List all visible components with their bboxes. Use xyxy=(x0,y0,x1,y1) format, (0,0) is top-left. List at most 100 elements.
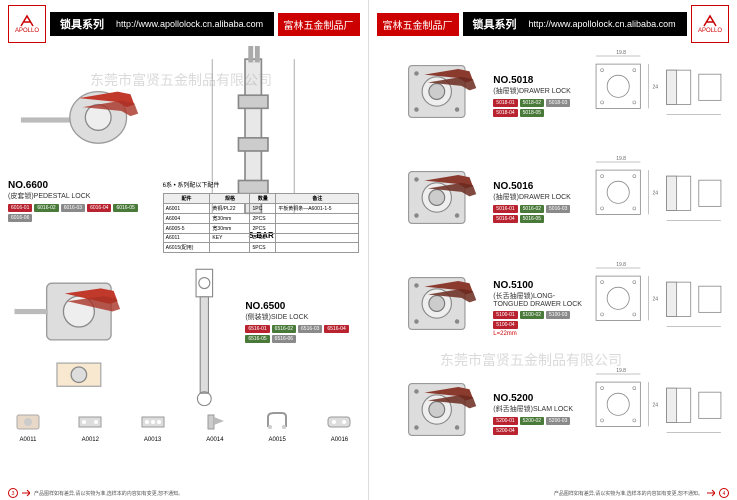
table-cell xyxy=(276,224,359,234)
tech-drawing: 19.8 24 xyxy=(588,260,729,356)
color-chips: 5100-015100-025100-035100-04 xyxy=(493,311,584,329)
accessory-code: A0014 xyxy=(195,437,235,443)
color-chip: 6016-04 xyxy=(87,204,111,212)
header-url: http://www.apollolock.cn.alibaba.com xyxy=(529,19,676,29)
brand-logo: APOLLO xyxy=(691,5,729,43)
product-row: NO.5016 (抽屉锁)DRAWER LOCK 5016-015016-025… xyxy=(377,152,730,252)
logo-text: APOLLO xyxy=(15,28,39,34)
color-chip: 5100-04 xyxy=(493,321,517,329)
svg-text:19.8: 19.8 xyxy=(616,50,626,56)
table-cell: 平板黄铜条—A6001-1-5 xyxy=(276,204,359,214)
table-cell: 2PCS xyxy=(250,224,276,234)
color-chips: 5016-015016-025016-035016-045016-05 xyxy=(493,205,584,223)
product-type: (侧装锁)SIDE LOCK xyxy=(245,312,359,322)
accessory-code: A0015 xyxy=(257,437,297,443)
tech-drawing: 19.8 24 xyxy=(588,48,729,144)
color-chips: 5018-015018-025018-035018-045018-05 xyxy=(493,99,584,117)
accessory-code: A0011 xyxy=(8,437,48,443)
color-chip: 5200-01 xyxy=(493,417,517,425)
table-cell xyxy=(276,243,359,253)
table-cell: A6011 xyxy=(163,234,210,243)
svg-text:24: 24 xyxy=(652,296,658,302)
table-cell: A6005-5 xyxy=(163,224,210,234)
color-chip: 5016-01 xyxy=(493,205,517,213)
page-footer: 产品图样如有差异,请以实物为准,选样本的内容如有变更,恕不通知。 4 xyxy=(554,488,729,498)
table-cell xyxy=(276,214,359,224)
svg-text:24: 24 xyxy=(652,402,658,408)
accessory-item: A0016 xyxy=(319,407,359,443)
color-chip: 5016-03 xyxy=(546,205,570,213)
product-photo-6500 xyxy=(8,261,163,401)
color-chip: 6516-04 xyxy=(324,325,348,333)
series-label: 锁具系列 xyxy=(473,16,517,32)
color-chip: 5018-05 xyxy=(520,109,544,117)
product-no: NO.6600 xyxy=(8,180,163,191)
color-chip: 5016-04 xyxy=(493,215,517,223)
accessory-item: A0013 xyxy=(133,407,173,443)
color-chip: 5100-03 xyxy=(546,311,570,319)
footer-note: 产品图样如有差异,请以实物为准,选样本的内容如有变更,恕不通知。 xyxy=(554,490,703,497)
color-chip: 5016-05 xyxy=(520,215,544,223)
product-row: NO.5018 (抽屉锁)DRAWER LOCK 5018-015018-025… xyxy=(377,46,730,146)
color-chips: 6016-016016-026016-036016-046016-056016-… xyxy=(8,204,163,222)
accessory-item: A0011 xyxy=(8,407,48,443)
color-chip: 5200-03 xyxy=(546,417,570,425)
extra-note: L=22mm xyxy=(493,331,584,337)
table-cell: 宽30mm xyxy=(210,214,250,224)
page-header: APOLLO 锁具系列 http://www.apollolock.cn.ali… xyxy=(377,8,730,40)
arrow-icon xyxy=(22,489,30,497)
product-row: NO.5100 (长舌抽屉锁)LONG-TONGUED DRAWER LOCK … xyxy=(377,258,730,358)
page-header: APOLLO 锁具系列 http://www.apollolock.cn.ali… xyxy=(8,8,360,40)
product-photo-6600 xyxy=(8,46,163,176)
product-type: (长舌抽屉锁)LONG-TONGUED DRAWER LOCK xyxy=(493,291,584,308)
color-chip: 5100-01 xyxy=(493,311,517,319)
logo-text: APOLLO xyxy=(698,28,722,34)
table-cell: A6001 xyxy=(163,204,210,214)
color-chip: 5200-04 xyxy=(493,427,517,435)
table-header: 规格 xyxy=(210,194,250,204)
table-cell: 1PC xyxy=(250,204,276,214)
table-cell: A6004 xyxy=(163,214,210,224)
color-chip: 5018-03 xyxy=(546,99,570,107)
product-no: NO.5018 xyxy=(493,75,584,86)
color-chip: 6016-06 xyxy=(8,214,32,222)
color-chips: 6516-016516-026516-036516-046516-056516-… xyxy=(245,325,359,343)
table-cell xyxy=(210,243,250,253)
color-chips: 5200-015200-025200-03 5200-04 xyxy=(493,417,584,435)
arrow-icon xyxy=(707,489,715,497)
svg-text:19.8: 19.8 xyxy=(616,368,626,374)
accessory-code: A0016 xyxy=(319,437,359,443)
product-type: (皮套锁)PEDESTAL LOCK xyxy=(8,191,163,201)
table-header: 数量 xyxy=(250,194,276,204)
color-chip: 5018-02 xyxy=(520,99,544,107)
header-url: http://www.apollolock.cn.alibaba.com xyxy=(116,19,263,29)
color-chip: 6516-03 xyxy=(298,325,322,333)
company-name: 富林五金制品厂 xyxy=(377,13,459,36)
svg-text:19.8: 19.8 xyxy=(616,262,626,268)
page-number: 4 xyxy=(719,488,729,498)
table-cell xyxy=(276,234,359,243)
table-cell: KEY xyxy=(210,234,250,243)
color-chip: 6016-01 xyxy=(8,204,32,212)
color-chip: 5018-04 xyxy=(493,109,517,117)
table-cell: 2PCS xyxy=(250,214,276,224)
catalog-page-right: APOLLO 锁具系列 http://www.apollolock.cn.ali… xyxy=(369,0,737,500)
accessory-code: A0012 xyxy=(70,437,110,443)
table-cell: 宽30mm xyxy=(210,224,250,234)
tech-drawing: 19.8 24 xyxy=(588,366,729,462)
svg-text:24: 24 xyxy=(652,190,658,196)
page-number: 3 xyxy=(8,488,18,498)
table-cell: A6015(配用) xyxy=(163,243,210,253)
svg-text:24: 24 xyxy=(652,84,658,90)
accessory-code: A0013 xyxy=(133,437,173,443)
color-chip: 6016-05 xyxy=(113,204,137,212)
color-chip: 5200-02 xyxy=(520,417,544,425)
brand-logo: APOLLO xyxy=(8,5,46,43)
product-row: NO.5200 (斜舌抽屉锁)SLAM LOCK 5200-015200-025… xyxy=(377,364,730,464)
table-header: 配件 xyxy=(163,194,210,204)
product-photo xyxy=(377,149,490,256)
accessory-item: A0012 xyxy=(70,407,110,443)
tech-drawing-6500 xyxy=(163,261,246,413)
color-chip: 6516-06 xyxy=(272,335,296,343)
product-type: (斜舌抽屉锁)SLAM LOCK xyxy=(493,404,584,414)
